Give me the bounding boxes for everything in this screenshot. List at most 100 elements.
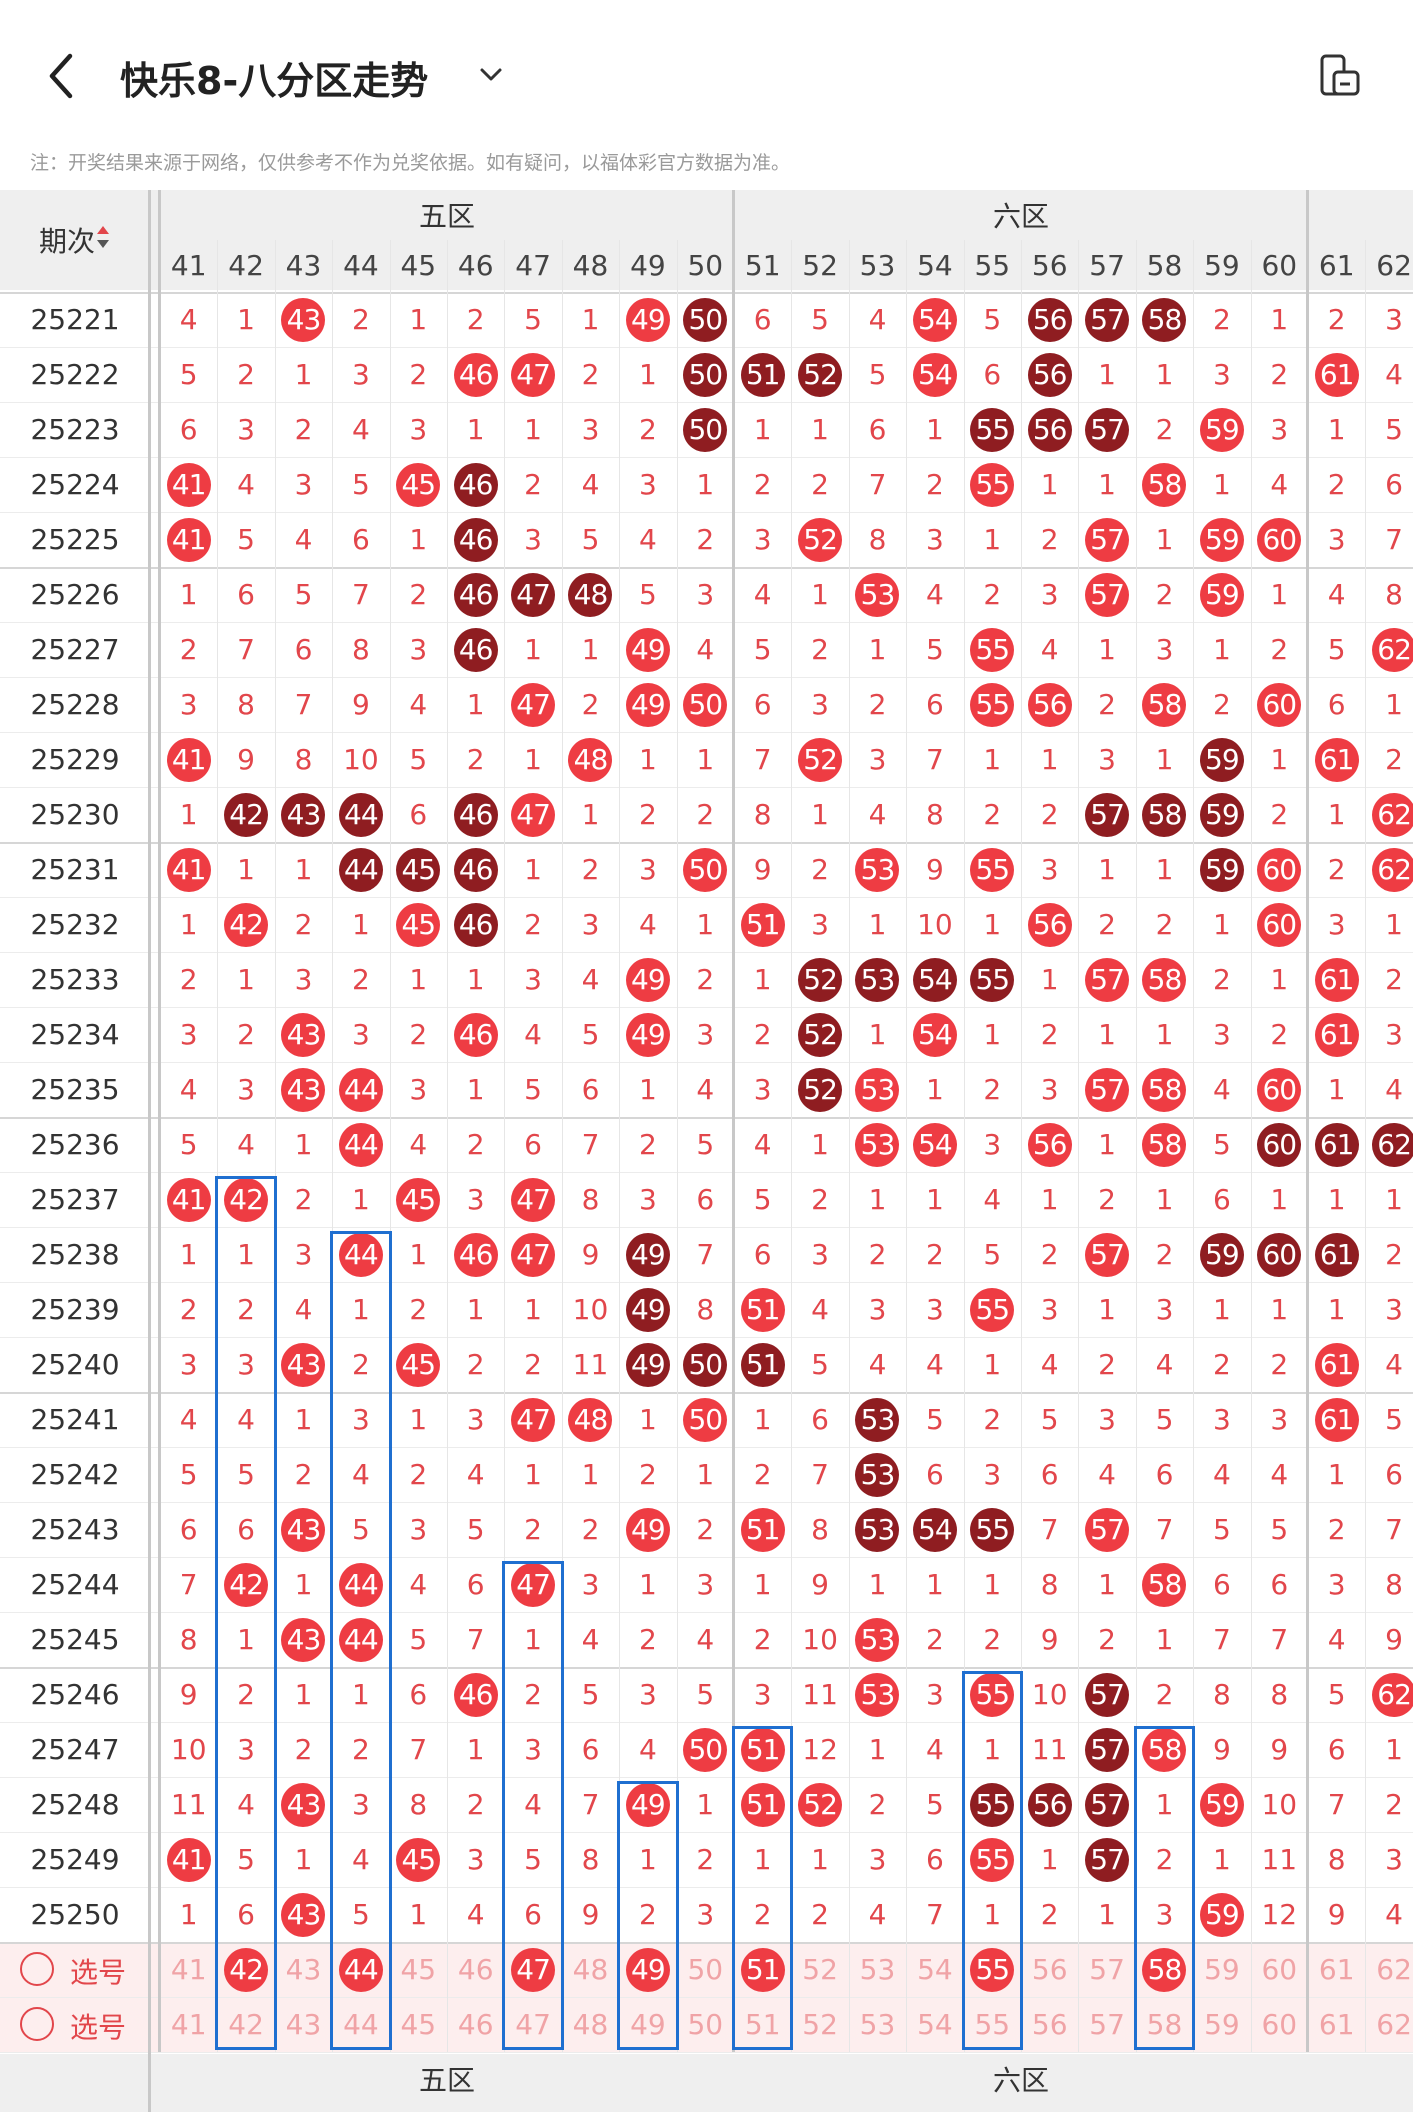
select-number-cell[interactable]: 49: [619, 1942, 676, 1997]
select-number-cell[interactable]: 42: [228, 2008, 264, 2041]
selected-number-ball[interactable]: 55: [970, 1947, 1015, 1992]
select-number-cell[interactable]: 45: [400, 2008, 437, 2041]
select-number-cell[interactable]: 46: [457, 2008, 494, 2041]
column-divider: [848, 240, 850, 2052]
drawn-number-ball: 57: [1085, 792, 1130, 837]
select-number-cell[interactable]: 41: [170, 2008, 207, 2041]
selected-number-ball[interactable]: 58: [1142, 1947, 1187, 1992]
select-number-cell[interactable]: 55: [964, 1942, 1021, 1997]
miss-count: 3: [466, 1403, 485, 1436]
drawn-number-ball: 50: [683, 682, 728, 727]
select-number-cell[interactable]: 55: [974, 2008, 1011, 2041]
selected-number-ball[interactable]: 47: [511, 1947, 556, 1992]
select-number-cell[interactable]: 49: [630, 2008, 666, 2041]
sort-icon[interactable]: [95, 222, 111, 259]
select-number-cell[interactable]: 51: [744, 2008, 781, 2041]
select-number-cell[interactable]: 43: [285, 1953, 322, 1986]
miss-count: 2: [237, 1018, 255, 1051]
select-number-cell[interactable]: 42: [217, 1942, 274, 1997]
column-divider: [791, 240, 793, 2052]
select-number-cell[interactable]: 50: [687, 2008, 724, 2041]
miss-count: 1: [466, 413, 485, 446]
select-row-radio[interactable]: [20, 2007, 54, 2041]
select-number-cell[interactable]: 53: [859, 2008, 896, 2041]
select-number-cell[interactable]: 48: [572, 2008, 609, 2041]
select-number-cell[interactable]: 43: [285, 2008, 322, 2041]
select-number-cell[interactable]: 54: [917, 1953, 953, 1986]
select-row-label[interactable]: 选号: [70, 2011, 127, 2044]
drawn-number-ball: 43: [281, 297, 326, 342]
select-number-cell[interactable]: 60: [1261, 2008, 1298, 2041]
select-number-cell[interactable]: 62: [1376, 1953, 1412, 1986]
selected-number-ball[interactable]: 49: [625, 1947, 670, 1992]
column-divider: [906, 240, 908, 2052]
miss-count: 2: [696, 523, 715, 556]
table-cell: 51: [734, 1777, 791, 1832]
select-number-cell[interactable]: 50: [687, 1953, 724, 1986]
select-number-cell[interactable]: 45: [400, 1953, 437, 1986]
select-number-cell[interactable]: 51: [734, 1942, 791, 1997]
back-arrow-icon[interactable]: [40, 48, 84, 104]
chevron-down-icon[interactable]: [474, 58, 508, 92]
select-number-cell[interactable]: 54: [917, 2008, 953, 2041]
select-number-cell[interactable]: 47: [515, 2008, 551, 2041]
table-cell: 56: [1021, 292, 1078, 347]
select-number-cell[interactable]: 52: [802, 1953, 838, 1986]
selected-number-ball[interactable]: 44: [338, 1947, 383, 1992]
table-cell: 59: [1193, 567, 1250, 622]
select-number-cell[interactable]: 58: [1136, 1942, 1193, 1997]
selected-number-ball[interactable]: 51: [740, 1947, 785, 1992]
miss-count: 2: [1385, 1238, 1403, 1271]
select-row-radio[interactable]: [20, 1952, 54, 1986]
drawn-number-ball: 62: [1372, 1672, 1413, 1717]
miss-count: 3: [351, 1788, 370, 1821]
table-cell: 58: [1136, 457, 1193, 512]
select-number-cell[interactable]: 58: [1146, 2008, 1183, 2041]
selected-number-ball[interactable]: 42: [224, 1947, 269, 1992]
select-number-cell[interactable]: 62: [1376, 2008, 1412, 2041]
miss-count: 1: [1212, 908, 1231, 941]
drawn-number-ball: 45: [396, 462, 441, 507]
page-title[interactable]: 快乐8-八分区走势: [120, 59, 429, 103]
select-number-cell[interactable]: 44: [343, 2008, 379, 2041]
select-number-cell[interactable]: 46: [457, 1953, 494, 1986]
select-number-cell[interactable]: 41: [170, 1953, 207, 1986]
select-number-cell[interactable]: 56: [1031, 1953, 1068, 1986]
select-number-cell[interactable]: 59: [1204, 2008, 1240, 2041]
table-cell: 58: [1136, 787, 1193, 842]
miss-count: 5: [811, 1348, 829, 1381]
miss-count: 3: [983, 1458, 1002, 1491]
miss-count: 7: [581, 1788, 600, 1821]
miss-count: 1: [179, 1898, 198, 1931]
select-row-label[interactable]: 选号: [70, 1956, 127, 1989]
drawn-number-ball: 51: [740, 352, 785, 397]
select-number-cell[interactable]: 59: [1204, 1953, 1240, 1986]
select-number-cell[interactable]: 57: [1089, 1953, 1125, 1986]
select-number-cell[interactable]: 52: [802, 2008, 838, 2041]
miss-count: 1: [811, 1128, 829, 1161]
select-number-cell[interactable]: 47: [504, 1942, 561, 1997]
select-number-cell[interactable]: 44: [332, 1942, 389, 1997]
select-number-cell[interactable]: 61: [1318, 1953, 1355, 1986]
row-divider: [0, 732, 1413, 733]
miss-count: 2: [466, 743, 485, 776]
issue-number: 25226: [30, 578, 120, 611]
miss-count: 1: [524, 743, 542, 776]
row-divider: [0, 1392, 1413, 1394]
select-number-cell[interactable]: 56: [1031, 2008, 1068, 2041]
miss-count: 7: [696, 1238, 715, 1271]
table-cell: 46: [447, 1007, 504, 1062]
select-number-cell[interactable]: 61: [1318, 2008, 1355, 2041]
select-number-cell[interactable]: 57: [1089, 2008, 1125, 2041]
table-cell: 55: [964, 1282, 1021, 1337]
select-number-cell[interactable]: 53: [859, 1953, 896, 1986]
table-cell: 50: [677, 1392, 734, 1447]
table-cell: 56: [1021, 1117, 1078, 1172]
screen-rotate-icon[interactable]: [1316, 52, 1364, 100]
miss-count: 5: [1327, 1678, 1346, 1711]
issue-column-header[interactable]: 期次: [0, 190, 150, 290]
miss-count: 2: [868, 688, 887, 721]
select-number-cell[interactable]: 48: [572, 1953, 609, 1986]
select-number-cell[interactable]: 60: [1261, 1953, 1298, 1986]
drawn-number-ball: 50: [683, 1342, 728, 1387]
